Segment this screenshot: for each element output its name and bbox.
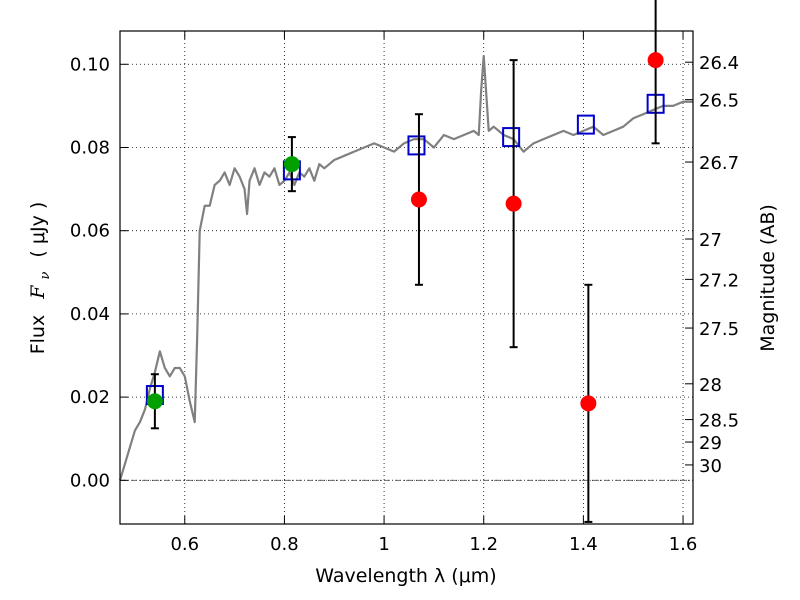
right-tick-label: 28: [699, 375, 722, 396]
plot-frame: [119, 30, 694, 525]
y-tick-label: 0.08: [70, 137, 110, 158]
data-point-marker: [410, 191, 427, 208]
data-point-marker: [283, 156, 300, 173]
data-point-marker: [580, 395, 597, 412]
right-axis-label: Magnitude (AB): [757, 204, 779, 352]
x-tick-label: 1.6: [669, 534, 698, 555]
y-axis-label-text: Flux: [27, 315, 49, 355]
x-tick-label: 0.6: [170, 534, 199, 555]
x-tick-label: 1.2: [469, 534, 498, 555]
svg-text:Flux F ν ( μ: Flux F ν ( μJy ): [27, 202, 54, 355]
y-tick-label: 0.10: [70, 54, 110, 75]
right-tick-label: 29: [699, 433, 722, 454]
x-tick-label: 1: [378, 534, 389, 555]
right-tick-label: 27.5: [699, 319, 739, 340]
right-tick-label: 26.5: [699, 91, 739, 112]
grid: [120, 31, 693, 524]
y-axis-label: Flux F ν ( μJy ): [27, 202, 54, 355]
y-axis-label-subscript: ν: [38, 272, 53, 280]
y-tick-label: 0.04: [70, 304, 110, 325]
right-tick-label: 26.4: [699, 53, 739, 74]
y-axis-label-unit: ( μJy ): [27, 202, 49, 258]
right-tick-label: 28.5: [699, 411, 739, 432]
right-tick-label: 27: [699, 230, 722, 251]
right-tick-label: 27.2: [699, 270, 739, 291]
plot-area: [118, 0, 693, 523]
model-square-marker: [502, 127, 521, 148]
y-tick-label: 0.02: [70, 387, 110, 408]
model-square-marker: [576, 114, 595, 135]
data-point-marker: [146, 393, 163, 410]
model-square-marker: [407, 135, 426, 156]
data-point-marker: [505, 195, 522, 212]
x-tick-label: 1.4: [569, 534, 598, 555]
y-tick-label: 0.00: [70, 470, 110, 491]
right-tick-label: 26.7: [699, 153, 739, 174]
x-tick-label: 0.8: [270, 534, 299, 555]
x-axis-label: Wavelength λ (μm): [315, 565, 496, 587]
y-axis-label-symbol: F: [27, 285, 49, 300]
data-point-marker: [647, 52, 664, 69]
right-tick-label: 30: [699, 456, 722, 477]
spectrum-line: [118, 54, 693, 481]
ticks: 0.6 0.8 1 1.2 1.4 1.6 0.00 0.02 0.04 0.06 0.08 0.10…: [70, 31, 739, 555]
y-tick-label: 0.06: [70, 221, 110, 242]
